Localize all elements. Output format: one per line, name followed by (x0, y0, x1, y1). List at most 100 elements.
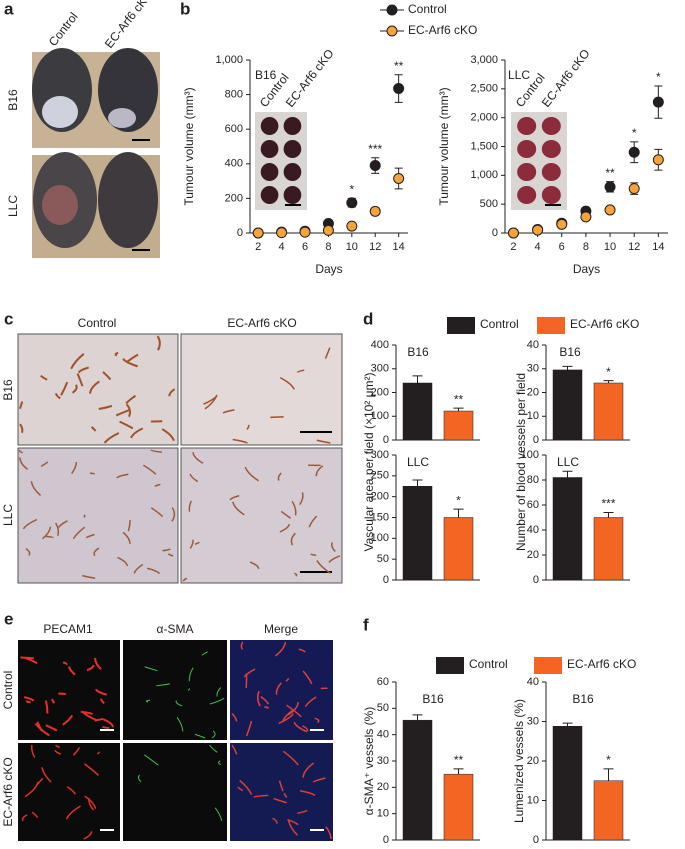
data-point (628, 146, 640, 158)
legend-marker (386, 25, 398, 37)
y-tick-label: 100 (371, 532, 389, 544)
vessel (94, 717, 104, 722)
vessel (304, 696, 317, 708)
vessel (312, 777, 326, 783)
bar (593, 517, 624, 581)
error-bar (453, 407, 464, 412)
vessel (330, 542, 336, 552)
vessel (245, 720, 253, 737)
fluorescence-images (18, 640, 333, 841)
x-axis-label: Days (315, 262, 342, 276)
vessel (94, 688, 108, 696)
y-tick-label: 20 (377, 781, 389, 793)
legend-swatch (436, 657, 464, 674)
column-label: α-SMA (157, 622, 194, 636)
y-tick-label: 1,500 (470, 140, 498, 152)
significance: ** (605, 166, 615, 180)
data-point (369, 205, 381, 217)
vessel (125, 353, 139, 364)
vessel (71, 384, 78, 394)
tumour (283, 117, 302, 135)
vessel (41, 767, 52, 783)
y-tick-label: 0 (533, 574, 539, 586)
bar (402, 382, 433, 441)
y-tick-label: 800 (225, 89, 243, 101)
histology-images (17, 333, 343, 584)
panel-letter: f (363, 615, 369, 634)
significance: * (632, 126, 637, 140)
significance: ** (454, 392, 464, 406)
vessel (101, 725, 110, 730)
vessel (93, 547, 100, 557)
vessel (209, 697, 225, 705)
vessel (41, 526, 52, 540)
vessel (83, 514, 86, 518)
bar (552, 369, 583, 441)
vessel (168, 388, 176, 397)
vessel (82, 574, 96, 579)
vessel (244, 466, 259, 482)
vessel (83, 831, 93, 840)
x-tick-label: 4 (279, 241, 285, 253)
y-tick-label: 10 (527, 794, 539, 806)
vessel (18, 449, 23, 454)
panel-letter: e (4, 609, 13, 628)
y-tick-label: 10 (527, 410, 539, 422)
vessel (298, 492, 304, 506)
vessel (243, 668, 256, 678)
vessel (302, 725, 309, 732)
vessel (86, 664, 95, 672)
error-bar (562, 722, 573, 727)
y-tick-label: 40 (377, 729, 389, 741)
vessel (167, 553, 174, 557)
vessel (189, 539, 194, 549)
y-tick-label: 0 (533, 834, 539, 846)
vessel (89, 380, 100, 394)
significance: *** (368, 142, 382, 156)
vessel (19, 457, 29, 470)
tumour (517, 163, 537, 181)
x-tick-label: 8 (583, 241, 589, 253)
vessel (150, 449, 163, 453)
panel-letter: c (4, 309, 13, 328)
y-tick-label: 30 (527, 363, 539, 375)
vessel (144, 666, 158, 672)
significance: * (349, 183, 354, 197)
vessel (62, 661, 68, 666)
vessel (25, 548, 31, 556)
y-tick-label: 60 (527, 499, 539, 511)
vessel (76, 373, 84, 387)
x-tick-label: 14 (652, 241, 664, 253)
error-bar (603, 512, 614, 518)
y-axis-label: Tumour volume (mm³) (437, 87, 451, 205)
row-label: B16 (6, 89, 20, 111)
y-tick-label: 1,000 (215, 54, 243, 66)
y-tick-label: 200 (371, 491, 389, 503)
vessel (70, 353, 85, 370)
vessel (287, 820, 298, 836)
tumour (260, 117, 279, 135)
vessel (209, 744, 218, 753)
vessel (239, 779, 253, 796)
error-bar (562, 470, 573, 478)
x-tick-label: 2 (510, 241, 516, 253)
vessel (44, 535, 54, 539)
y-tick-label: 2,500 (470, 83, 498, 95)
vessel (99, 698, 105, 705)
vessel (231, 712, 238, 722)
vessel (246, 424, 250, 430)
vessel (188, 500, 193, 512)
row-label: LLC (1, 504, 15, 526)
vessel (127, 520, 131, 532)
x-tick-label: 14 (393, 241, 405, 253)
y-axis-label: Lumenized vessels (%) (512, 699, 526, 823)
y-axis-label: Tumour volume (mm³) (182, 87, 196, 205)
y-tick-label: 60 (377, 676, 389, 688)
vessel (285, 677, 290, 682)
bar (443, 517, 474, 581)
vessel (125, 403, 132, 418)
vessel (310, 553, 317, 557)
error-bar (412, 714, 423, 721)
vessel (146, 567, 161, 575)
